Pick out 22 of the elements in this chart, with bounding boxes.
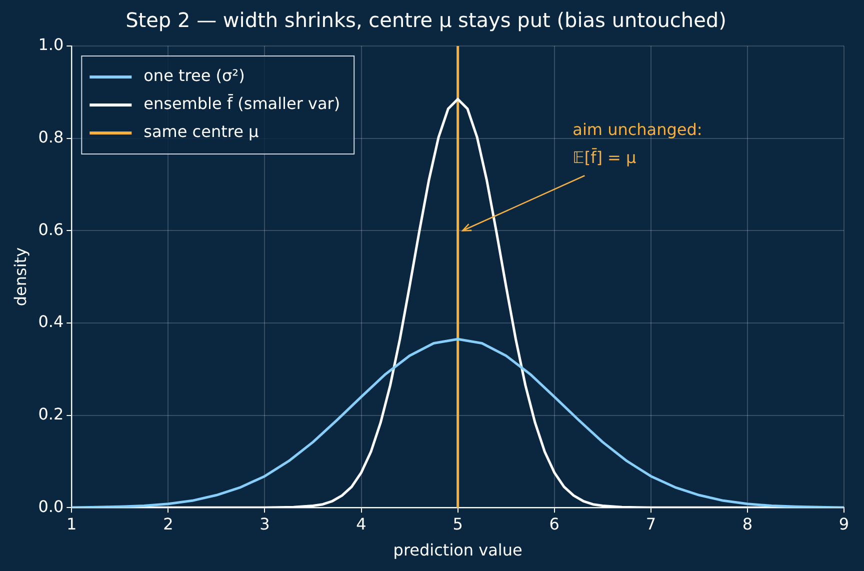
chart-title: Step 2 — width shrinks, centre μ stays put (bias untouched) <box>126 8 726 32</box>
y-tick-label: 0.0 <box>38 496 64 516</box>
x-tick-label: 7 <box>646 514 656 534</box>
y-axis-title: density <box>10 247 30 306</box>
x-tick-label: 5 <box>452 514 463 534</box>
x-tick-label: 8 <box>742 514 753 534</box>
y-tick-label: 0.2 <box>38 404 64 424</box>
x-tick-label: 6 <box>549 514 560 534</box>
x-tick-label: 2 <box>163 514 174 534</box>
annotation: aim unchanged: 𝔼[f̄] = μ <box>572 120 702 167</box>
legend-label: one tree (σ²) <box>144 66 245 86</box>
y-tick-label: 0.6 <box>38 220 64 239</box>
y-tick-label: 0.4 <box>38 312 64 332</box>
x-tick-label: 3 <box>260 514 270 534</box>
x-tick-label: 4 <box>356 514 366 534</box>
legend-label: same centre μ <box>144 122 259 142</box>
y-tick-label: 1.0 <box>38 35 64 54</box>
x-tick-label: 9 <box>838 514 850 534</box>
x-axis-title: prediction value <box>393 540 522 560</box>
y-tick-label: 0.8 <box>38 127 64 146</box>
legend-label: ensemble f̄ (smaller var) <box>144 94 340 114</box>
x-tick-label: 1 <box>66 514 77 534</box>
